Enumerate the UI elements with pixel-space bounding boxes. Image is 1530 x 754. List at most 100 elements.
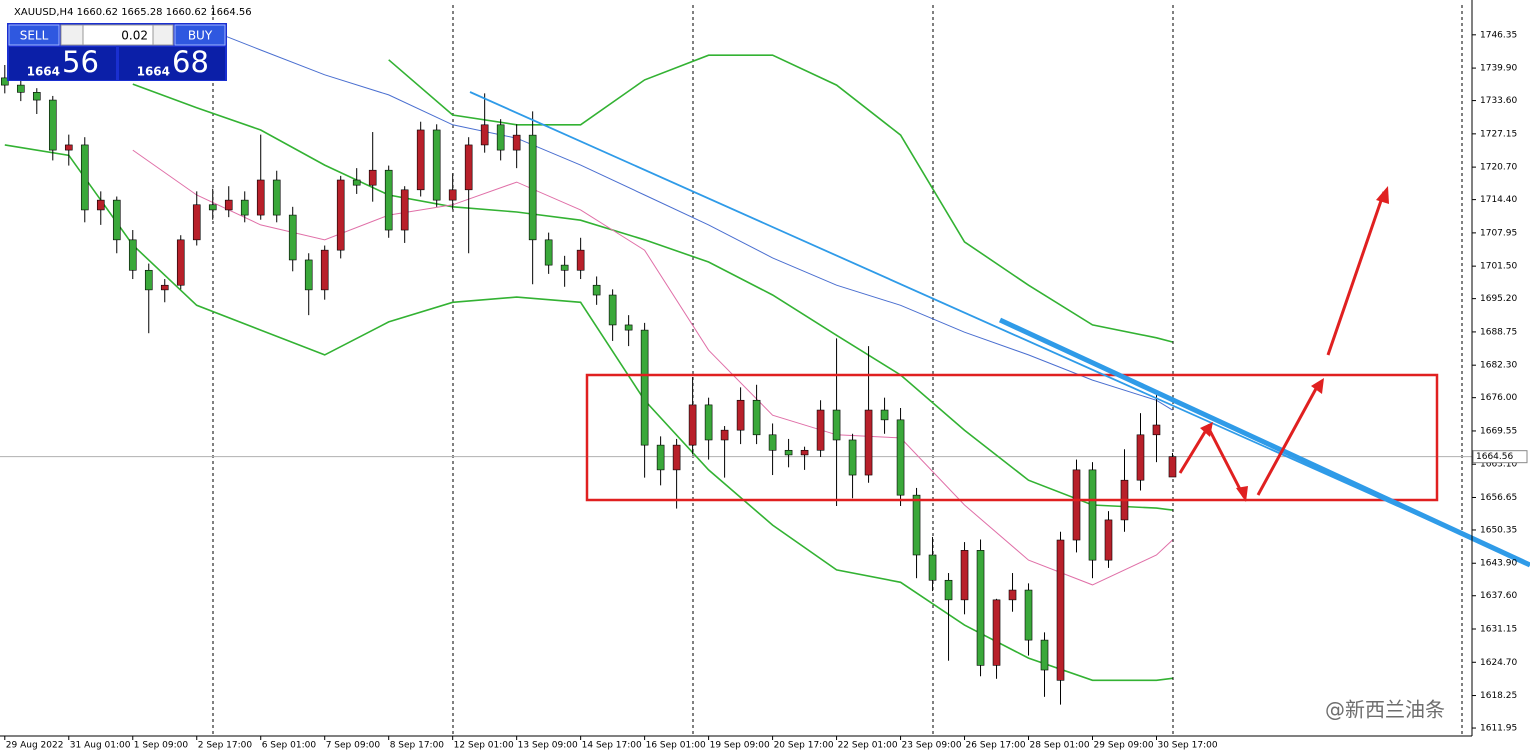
candle-body bbox=[48, 99, 57, 151]
candle-body bbox=[480, 124, 489, 146]
y-tick-label: 1727.15 bbox=[1480, 129, 1517, 139]
trend-line-thick bbox=[998, 317, 1530, 568]
candle-body bbox=[272, 179, 281, 216]
y-tick-label: 1714.40 bbox=[1480, 195, 1517, 205]
watermark: @新西兰油条 bbox=[1325, 698, 1445, 722]
x-tick-label: 23 Sep 09:00 bbox=[902, 741, 962, 751]
candle-body bbox=[800, 449, 809, 456]
candle-body bbox=[512, 134, 521, 151]
sell-price-big: 1664 bbox=[27, 65, 60, 79]
x-tick-label: 26 Sep 17:00 bbox=[966, 741, 1026, 751]
candle-body bbox=[432, 129, 441, 201]
candle-body bbox=[928, 554, 937, 581]
candle-body bbox=[80, 144, 89, 211]
candle-body bbox=[256, 179, 265, 216]
y-tick-label: 1624.70 bbox=[1480, 658, 1517, 668]
candle-body bbox=[304, 259, 313, 291]
forecast-arrow bbox=[1326, 191, 1386, 356]
x-tick-label: 22 Sep 01:00 bbox=[838, 741, 898, 751]
arrow-head bbox=[1376, 186, 1389, 204]
forecast-arrow bbox=[1256, 384, 1320, 496]
plot bbox=[0, 24, 1472, 705]
candle-body bbox=[0, 77, 9, 86]
x-tick-label: 28 Sep 01:00 bbox=[1030, 741, 1090, 751]
current-price-label: 1664.56 bbox=[1476, 452, 1513, 462]
candle-body bbox=[144, 269, 153, 291]
candle-body bbox=[176, 239, 185, 286]
sell-price-box[interactable] bbox=[9, 47, 116, 80]
y-tick-label: 1618.25 bbox=[1480, 691, 1517, 701]
candle-body bbox=[768, 434, 777, 451]
x-tick-label: 29 Sep 09:00 bbox=[1094, 741, 1154, 751]
y-tick-label: 1643.90 bbox=[1480, 559, 1517, 569]
indicator-line bbox=[132, 83, 1173, 511]
y-tick-label: 1669.55 bbox=[1480, 426, 1517, 436]
x-tick-label: 16 Sep 01:00 bbox=[646, 741, 706, 751]
candle-body bbox=[544, 239, 553, 266]
low: 1660.62 bbox=[166, 7, 207, 18]
candle-body bbox=[832, 409, 841, 441]
y-tick-label: 1611.95 bbox=[1480, 724, 1517, 734]
candle-body bbox=[16, 84, 25, 93]
x-tick-label: 6 Sep 01:00 bbox=[262, 741, 317, 751]
candle-body bbox=[320, 249, 329, 291]
x-tick-label: 13 Sep 09:00 bbox=[518, 741, 578, 751]
buy-price-big: 1664 bbox=[137, 65, 170, 79]
high: 1665.28 bbox=[121, 7, 162, 18]
candle-body bbox=[224, 199, 233, 211]
y-tick-label: 1720.70 bbox=[1480, 163, 1517, 173]
candle-body bbox=[784, 449, 793, 456]
candle-body bbox=[1136, 434, 1145, 481]
candle-body bbox=[1072, 469, 1081, 541]
candle-body bbox=[528, 134, 537, 241]
symbol: XAUUSD,H4 bbox=[14, 7, 73, 18]
lot-up[interactable] bbox=[152, 24, 174, 46]
x-tick-label: 20 Sep 17:00 bbox=[774, 741, 834, 751]
candle-body bbox=[336, 179, 345, 251]
candle-body bbox=[992, 599, 1001, 666]
sell-label: SELL bbox=[20, 29, 49, 43]
buy-button[interactable] bbox=[174, 24, 226, 46]
x-tick-label: 31 Aug 01:00 bbox=[70, 741, 131, 751]
candle-body bbox=[288, 214, 297, 261]
y-tick-label: 1676.00 bbox=[1480, 393, 1517, 403]
buy-price-box[interactable] bbox=[119, 47, 225, 80]
close: 1664.56 bbox=[210, 7, 251, 18]
candle-body bbox=[608, 294, 617, 326]
indicator-line bbox=[4, 144, 1173, 682]
candle-body bbox=[688, 404, 697, 446]
y-tick-label: 1701.50 bbox=[1480, 262, 1517, 272]
candle-body bbox=[464, 144, 473, 191]
y-tick-label: 1631.15 bbox=[1480, 625, 1517, 635]
candle-body bbox=[944, 579, 953, 601]
candle-body bbox=[592, 284, 601, 296]
x-tick-label: 7 Sep 09:00 bbox=[326, 741, 381, 751]
candle-body bbox=[880, 409, 889, 421]
y-tick-label: 1746.35 bbox=[1480, 30, 1517, 40]
drawings bbox=[469, 91, 1530, 568]
candle-body bbox=[640, 329, 649, 446]
x-tick-label: 29 Aug 2022 bbox=[6, 741, 64, 751]
indicator-line bbox=[132, 149, 1173, 586]
candle-body bbox=[64, 144, 73, 151]
x-tick-label: 12 Sep 01:00 bbox=[454, 741, 514, 751]
candle-body bbox=[960, 550, 969, 601]
candle-body bbox=[128, 239, 137, 271]
candle-body bbox=[896, 419, 905, 496]
sell-button[interactable] bbox=[8, 24, 60, 46]
candle-body bbox=[400, 189, 409, 231]
indicator-line bbox=[196, 24, 1173, 411]
y-tick-label: 1637.60 bbox=[1480, 591, 1517, 601]
candle-body bbox=[864, 409, 873, 476]
candle-body bbox=[656, 444, 665, 471]
candle-body bbox=[672, 444, 681, 471]
sell-price-small: 56 bbox=[62, 45, 99, 79]
x-tick-label: 2 Sep 17:00 bbox=[198, 741, 253, 751]
y-tick-label: 1682.30 bbox=[1480, 361, 1517, 371]
lot-down[interactable] bbox=[60, 24, 84, 46]
y-tick-label: 1656.65 bbox=[1480, 493, 1517, 503]
candle-body bbox=[976, 550, 985, 666]
candle-body bbox=[240, 199, 249, 216]
x-tick-label: 8 Sep 17:00 bbox=[390, 741, 445, 751]
